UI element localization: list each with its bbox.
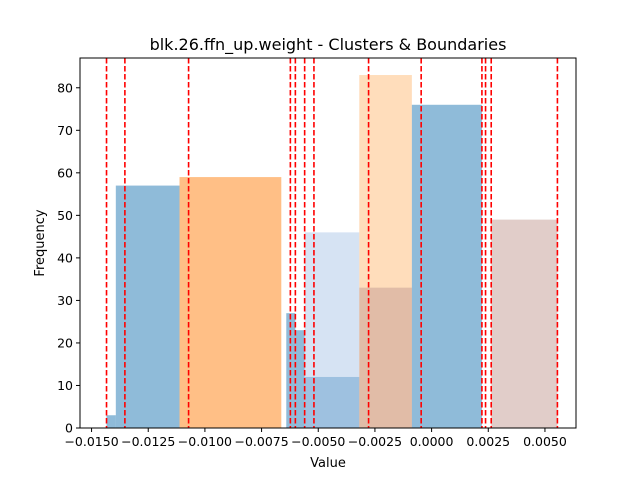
x-tick-label: −0.0125 (121, 434, 175, 449)
histogram-bar (106, 415, 116, 428)
y-tick-label: 30 (57, 293, 73, 308)
histogram-bar (115, 185, 180, 428)
x-tick-label: −0.0100 (178, 434, 232, 449)
y-tick-label: 20 (57, 335, 73, 350)
x-tick-label: −0.0150 (64, 434, 118, 449)
y-tick-label: 40 (57, 250, 73, 265)
x-tick-label: 0.0050 (523, 434, 567, 449)
histogram-bar (179, 177, 282, 428)
y-axis-label: Frequency (33, 209, 48, 276)
y-tick-label: 70 (57, 123, 73, 138)
histogram-bar (491, 219, 558, 428)
y-tick-label: 80 (57, 80, 73, 95)
x-axis-ticks: −0.0150 −0.0125 −0.0100 −0.0075 −0.0050 −0.00… (64, 428, 567, 449)
x-tick-label: −0.0050 (291, 434, 345, 449)
x-tick-label: −0.0075 (234, 434, 288, 449)
x-tick-label: −0.0025 (348, 434, 402, 449)
y-axis-ticks: 0 10 20 30 40 50 60 70 80 (57, 80, 80, 436)
histogram-bar (295, 330, 305, 428)
histogram-bar (359, 287, 412, 428)
y-tick-label: 50 (57, 208, 73, 223)
boundary-lines-layer (105, 58, 559, 428)
x-axis-label: Value (310, 456, 346, 471)
chart-title: blk.26.ffn_up.weight - Clusters & Bounda… (150, 35, 507, 55)
histogram-bar (304, 232, 360, 428)
x-tick-label: 0.0000 (410, 434, 454, 449)
histogram-bar (411, 104, 482, 428)
y-tick-label: 10 (57, 378, 73, 393)
plot-frame (79, 57, 577, 429)
x-tick-label: 0.0025 (466, 434, 510, 449)
y-tick-label: 60 (57, 165, 73, 180)
y-tick-label: 0 (65, 421, 73, 436)
